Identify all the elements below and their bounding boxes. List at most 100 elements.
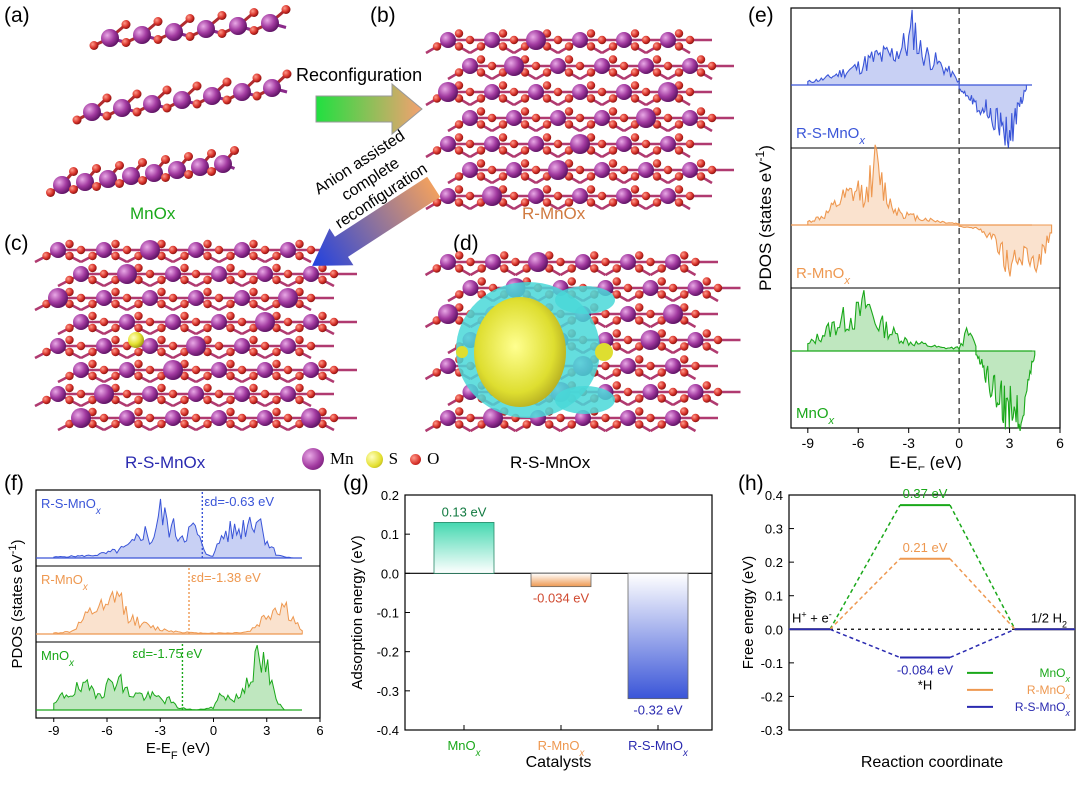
o-atom xyxy=(564,107,574,116)
o-atom xyxy=(652,42,662,51)
o-atom xyxy=(249,347,258,357)
mn-atom xyxy=(438,82,458,102)
o-atom xyxy=(630,94,640,103)
panel-letter-b: (b) xyxy=(370,4,396,27)
o-atom xyxy=(702,277,711,286)
mn-atom xyxy=(440,358,456,374)
mn-atom xyxy=(163,360,183,380)
o-atom xyxy=(663,113,673,123)
mn-atom xyxy=(165,266,181,282)
o-atom xyxy=(707,165,717,175)
mn-atom xyxy=(73,362,89,378)
o-atom xyxy=(226,251,235,261)
o-atom xyxy=(111,383,120,393)
o-atom xyxy=(509,139,519,149)
o-atom xyxy=(531,61,541,71)
o-atom xyxy=(702,394,711,403)
o-atom xyxy=(237,413,247,423)
o-atom xyxy=(203,347,212,357)
o-atom xyxy=(272,251,281,261)
o-atom xyxy=(168,293,178,303)
o-atom xyxy=(283,317,293,327)
o-atom xyxy=(432,264,441,273)
x-tick-label: -6 xyxy=(852,435,865,451)
o-atom xyxy=(567,277,576,286)
o-atom xyxy=(249,275,258,285)
mn-atom xyxy=(483,408,503,428)
o-atom xyxy=(272,395,281,405)
mn-atom xyxy=(462,162,478,178)
o-atom xyxy=(466,257,475,267)
o-atom xyxy=(237,317,247,327)
free-energy-diagram: 0.4 0.3 0.2 0.1 0.0 -0.1 -0.2 -0.3 0.37 eV 0.21 e… xyxy=(740,486,1076,771)
o-atom xyxy=(663,165,673,175)
o-atom xyxy=(635,355,644,364)
mn-atom xyxy=(682,162,698,178)
o-atom xyxy=(657,329,666,338)
o-atom xyxy=(217,11,227,20)
pdos-area-r-s-mnox xyxy=(53,498,294,559)
o-atom xyxy=(612,329,621,338)
r-mnox-lattice xyxy=(425,29,734,211)
mn-atom xyxy=(572,32,588,48)
o-atom xyxy=(652,159,662,168)
mn-atom xyxy=(142,386,158,402)
o-atom xyxy=(226,347,235,357)
o-atom xyxy=(226,311,235,321)
structure-figures xyxy=(34,5,741,433)
pdos-spin-down-r-s-mnox xyxy=(958,84,1027,148)
o-atom xyxy=(111,239,120,249)
o-atom xyxy=(674,198,684,207)
mn-atom xyxy=(462,58,478,74)
mn-atom xyxy=(660,136,676,152)
o-atom xyxy=(500,264,509,273)
o-atom xyxy=(134,311,143,321)
o-atom xyxy=(272,347,281,357)
o-atom xyxy=(121,20,131,29)
o-atom xyxy=(601,413,610,423)
o-atom xyxy=(466,413,475,423)
mn-atom xyxy=(165,410,181,426)
o-atom xyxy=(42,347,51,357)
o-atom xyxy=(329,317,339,327)
mn-atom xyxy=(528,252,548,272)
o-atom xyxy=(498,133,508,142)
o-atom xyxy=(318,371,327,381)
o-atom xyxy=(65,299,74,309)
o-atom xyxy=(597,35,607,45)
mn-atom xyxy=(211,314,227,330)
o-atom xyxy=(283,413,293,423)
structure-c-label: R-S-MnOx xyxy=(125,453,206,472)
o-atom xyxy=(88,311,97,321)
legend-label: MnOx xyxy=(1039,666,1070,684)
o-atom xyxy=(157,371,166,381)
o-atom xyxy=(168,341,178,351)
o-atom xyxy=(226,371,235,381)
o-atom xyxy=(191,413,201,423)
mn-atom xyxy=(53,176,71,194)
o-atom xyxy=(545,264,554,273)
o-atom xyxy=(657,290,666,299)
mn-atom xyxy=(616,32,632,48)
o-atom xyxy=(696,120,706,129)
o-atom xyxy=(623,335,633,345)
x-tick-label: 0 xyxy=(210,723,217,738)
o-atom xyxy=(567,264,576,273)
r-s-mnox-lattice xyxy=(34,239,357,432)
o-atom xyxy=(88,359,97,369)
o-atom xyxy=(674,172,684,181)
o-atom xyxy=(157,287,166,297)
o-atom xyxy=(635,342,644,351)
o-atom xyxy=(509,191,519,201)
o-atom xyxy=(680,264,689,273)
o-atom xyxy=(635,290,644,299)
o-atom xyxy=(680,355,689,364)
mn-atom xyxy=(186,336,206,356)
o-atom xyxy=(586,120,596,129)
mn-atom xyxy=(660,188,676,204)
o-atom xyxy=(498,94,508,103)
o-atom xyxy=(329,269,339,279)
o-atom xyxy=(295,299,304,309)
o-atom xyxy=(454,120,464,129)
mn-atom xyxy=(261,14,279,32)
